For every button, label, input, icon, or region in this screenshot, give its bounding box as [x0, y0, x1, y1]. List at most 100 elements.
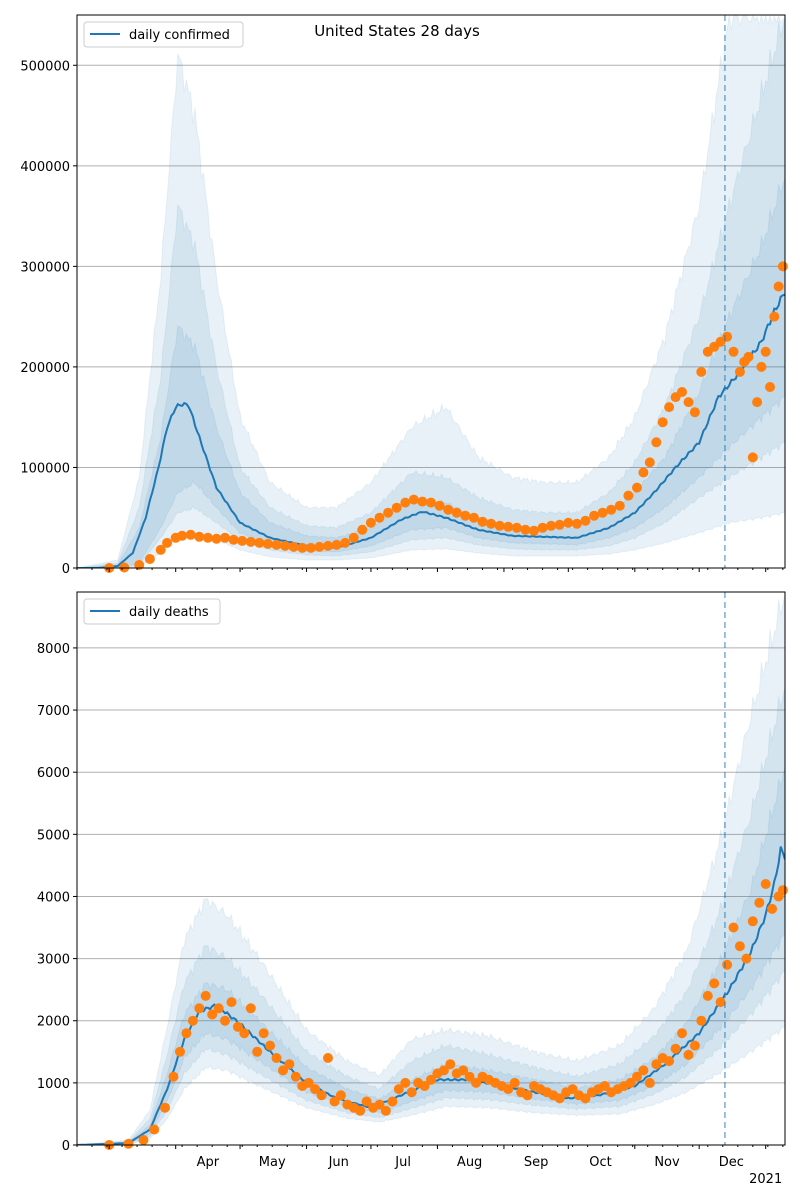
deaths-axes-frame: [76, 591, 786, 1146]
deaths-x-axis: Apr May Jun Jul Aug Sep Oct Nov Dec: [76, 1145, 784, 1170]
confirmed-observed-point: [331, 539, 342, 550]
deaths-observed-point: [632, 1071, 642, 1082]
confirmed-observed-point: [340, 537, 351, 548]
deaths-observed-point: [638, 1065, 649, 1076]
deaths-observed-point: [741, 953, 752, 964]
deaths-y-tick-label: 1000: [37, 1077, 70, 1092]
deaths-observed-point: [252, 1046, 263, 1057]
deaths-observed-point: [265, 1040, 276, 1051]
confirmed-observed-point: [314, 541, 325, 552]
deaths-observed-point: [138, 1135, 149, 1145]
deaths-y-tick-label: 6000: [37, 766, 70, 781]
confirmed-observed-point: [632, 482, 642, 493]
deaths-observed-point: [207, 1009, 218, 1020]
confirmed-observed-point: [305, 542, 316, 553]
deaths-y-axis: 0 1000 2000 3000 4000 5000 6000 7000 8000: [37, 642, 77, 1154]
deaths-observed-point: [677, 1028, 687, 1039]
deaths-observed-point: [754, 897, 765, 908]
deaths-y-tick-label: 3000: [37, 953, 70, 968]
deaths-observed-point: [670, 1043, 681, 1054]
confirmed-observed-point: [563, 517, 574, 528]
deaths-observed-point: [258, 1028, 269, 1039]
confirmed-y-tick-label: 100000: [20, 461, 70, 476]
confirmed-observed-point: [155, 544, 166, 555]
confirmed-observed-point: [451, 507, 462, 518]
confirmed-y-tick-label: 300000: [20, 260, 70, 275]
deaths-observed-point: [438, 1065, 449, 1076]
confirmed-observed-point: [657, 417, 668, 428]
deaths-y-tick-label: 4000: [37, 890, 70, 905]
confirmed-y-tick-label: 0: [62, 562, 70, 577]
deaths-observed-point: [284, 1059, 295, 1070]
confirmed-observed-point: [417, 496, 428, 507]
confirmed-observed-point: [288, 541, 299, 552]
deaths-observed-point: [683, 1049, 694, 1060]
deaths-observed-point: [722, 959, 733, 970]
deaths-observed-point: [160, 1102, 170, 1113]
deaths-observed-point: [194, 1003, 205, 1014]
confirmed-legend-box: [83, 21, 244, 48]
deaths-observed-point: [355, 1105, 366, 1116]
confirmed-observed-point: [722, 331, 733, 342]
deaths-observed-points: [104, 879, 788, 1150]
deaths-observed-point: [323, 1053, 333, 1063]
deaths-observed-point: [522, 1090, 533, 1101]
confirmed-observed-point: [689, 407, 700, 418]
confirmed-observed-point: [374, 512, 385, 523]
confirmed-observed-point: [383, 507, 394, 518]
confirmed-observed-points: [104, 261, 788, 573]
deaths-observed-point: [702, 990, 713, 1001]
confirmed-y-tick-label: 500000: [20, 59, 70, 74]
confirmed-y-axis: 0 100000 200000 300000 400000 500000: [20, 59, 77, 577]
confirmed-observed-point: [486, 518, 497, 529]
confirmed-observed-point: [773, 281, 784, 292]
deaths-observed-point: [175, 1046, 185, 1057]
deaths-observed-point: [567, 1084, 578, 1095]
deaths-observed-point: [419, 1081, 430, 1091]
confirmed-observed-point: [211, 533, 222, 544]
confirmed-observed-point: [468, 512, 479, 523]
confirmed-observed-point: [734, 366, 745, 377]
deaths-observed-point: [271, 1053, 282, 1063]
confirmed-observed-point: [623, 490, 634, 501]
confirmed-observed-point: [520, 524, 531, 535]
confirmed-observed-point: [162, 537, 173, 548]
confirmed-observed-point: [769, 311, 780, 322]
deaths-observed-point: [689, 1040, 700, 1051]
deaths-x-tick-label: Apr: [197, 1155, 220, 1170]
deaths-observed-point: [149, 1124, 160, 1135]
deaths-x-tick-label: Nov: [654, 1155, 680, 1170]
deaths-observed-point: [380, 1105, 391, 1116]
deaths-observed-point: [290, 1071, 301, 1082]
confirmed-observed-point: [728, 346, 739, 357]
confirmed-observed-point: [365, 517, 376, 528]
confirmed-observed-point: [237, 535, 248, 546]
x-axis-year-label: 2021: [749, 1172, 782, 1187]
confirmed-observed-point: [644, 457, 655, 468]
deaths-legend: daily deaths: [83, 598, 221, 625]
deaths-x-tick-label: Jun: [328, 1155, 349, 1170]
confirmed-observed-point: [696, 366, 707, 377]
confirmed-observed-point: [477, 516, 488, 527]
confirmed-observed-point: [357, 524, 368, 535]
deaths-x-tick-label: May: [259, 1155, 286, 1170]
deaths-legend-box: [83, 598, 221, 625]
deaths-observed-point: [310, 1084, 321, 1095]
confirmed-observed-point: [245, 536, 256, 547]
confirmed-observed-point: [756, 361, 767, 372]
confirmed-observed-point: [271, 539, 282, 550]
deaths-y-tick-label: 5000: [37, 828, 70, 843]
deaths-legend-label: daily deaths: [129, 605, 209, 620]
confirmed-observed-point: [254, 537, 265, 548]
deaths-observed-point: [471, 1077, 482, 1088]
deaths-observed-point: [245, 1003, 256, 1014]
deaths-y-tick-label: 8000: [37, 642, 70, 657]
deaths-observed-point: [503, 1084, 514, 1095]
deaths-observed-point: [168, 1071, 179, 1082]
deaths-y-tick-label: 0: [62, 1139, 70, 1154]
deaths-observed-point: [709, 978, 720, 989]
confirmed-observed-point: [228, 534, 239, 545]
figure-title: United States 28 days: [314, 22, 480, 40]
confirmed-observed-point: [503, 521, 514, 532]
confirmed-observed-point: [546, 520, 557, 531]
